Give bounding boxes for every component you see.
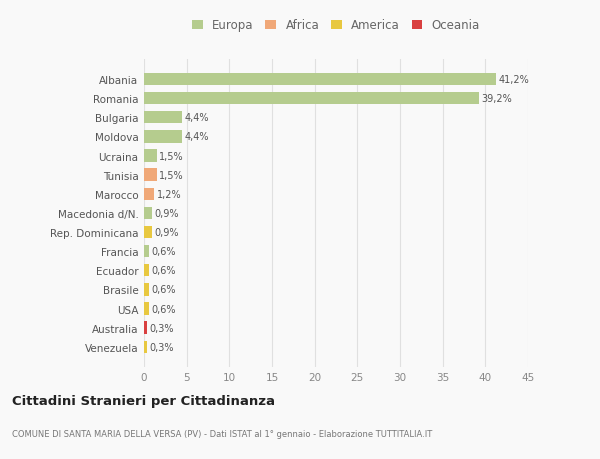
Text: 1,5%: 1,5% bbox=[160, 170, 184, 180]
Text: 1,2%: 1,2% bbox=[157, 190, 181, 199]
Bar bbox=[144, 207, 152, 220]
Bar bbox=[144, 302, 149, 315]
Bar bbox=[144, 150, 157, 162]
Text: COMUNE DI SANTA MARIA DELLA VERSA (PV) - Dati ISTAT al 1° gennaio - Elaborazione: COMUNE DI SANTA MARIA DELLA VERSA (PV) -… bbox=[12, 429, 432, 438]
Bar bbox=[144, 322, 146, 334]
Bar bbox=[144, 112, 182, 124]
Bar bbox=[144, 73, 496, 86]
Text: 41,2%: 41,2% bbox=[498, 75, 529, 85]
Text: 0,9%: 0,9% bbox=[154, 208, 179, 218]
Text: Cittadini Stranieri per Cittadinanza: Cittadini Stranieri per Cittadinanza bbox=[12, 394, 275, 407]
Bar bbox=[144, 341, 146, 353]
Bar bbox=[144, 264, 149, 277]
Text: 0,6%: 0,6% bbox=[152, 246, 176, 257]
Text: 0,3%: 0,3% bbox=[149, 323, 173, 333]
Bar bbox=[144, 226, 152, 239]
Text: 0,6%: 0,6% bbox=[152, 285, 176, 295]
Bar bbox=[144, 188, 154, 201]
Text: 0,6%: 0,6% bbox=[152, 304, 176, 314]
Bar bbox=[144, 169, 157, 181]
Text: 0,6%: 0,6% bbox=[152, 266, 176, 276]
Text: 0,3%: 0,3% bbox=[149, 342, 173, 352]
Text: 0,9%: 0,9% bbox=[154, 228, 179, 237]
Legend: Europa, Africa, America, Oceania: Europa, Africa, America, Oceania bbox=[192, 19, 480, 33]
Bar bbox=[144, 93, 479, 105]
Text: 4,4%: 4,4% bbox=[184, 132, 209, 142]
Bar bbox=[144, 246, 149, 258]
Bar bbox=[144, 131, 182, 143]
Text: 1,5%: 1,5% bbox=[160, 151, 184, 161]
Bar bbox=[144, 284, 149, 296]
Text: 4,4%: 4,4% bbox=[184, 113, 209, 123]
Text: 39,2%: 39,2% bbox=[481, 94, 512, 104]
